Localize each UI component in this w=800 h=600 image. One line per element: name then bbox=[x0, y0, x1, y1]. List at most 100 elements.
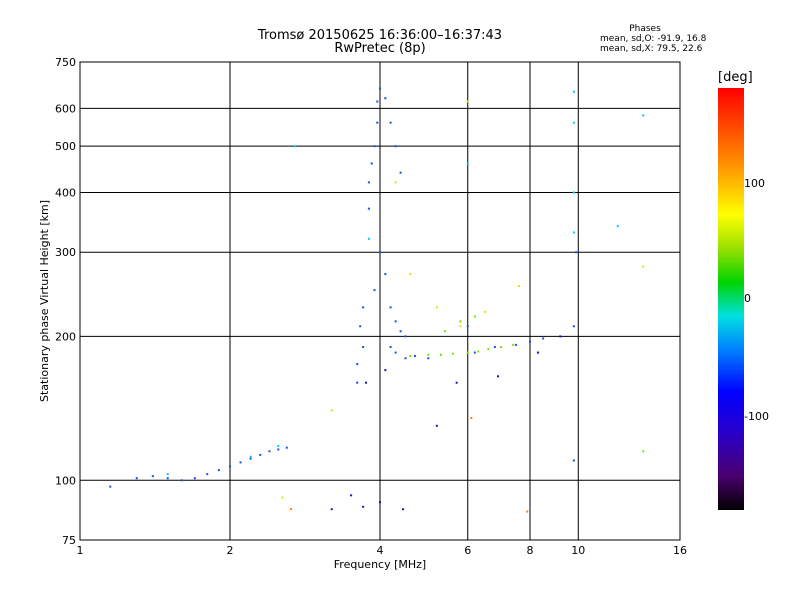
phase-stats-x: mean, sd,X: 79.5, 22.6 bbox=[600, 44, 703, 54]
data-point bbox=[180, 479, 183, 482]
data-point bbox=[389, 121, 392, 124]
data-point bbox=[373, 289, 376, 292]
data-point bbox=[206, 473, 209, 476]
data-point bbox=[402, 508, 405, 511]
data-point bbox=[409, 354, 412, 357]
data-point bbox=[350, 494, 353, 497]
x-tick-label: 16 bbox=[673, 544, 687, 557]
data-point bbox=[193, 477, 196, 480]
data-point bbox=[379, 87, 381, 90]
data-point bbox=[642, 114, 645, 117]
data-point bbox=[379, 251, 381, 254]
data-point bbox=[399, 330, 402, 333]
data-point bbox=[526, 510, 529, 513]
data-point bbox=[427, 357, 430, 360]
data-point bbox=[281, 496, 284, 499]
colorbar-unit: [deg] bbox=[718, 70, 753, 85]
y-tick-label: 100 bbox=[55, 474, 76, 487]
data-point bbox=[517, 284, 520, 287]
data-point bbox=[249, 457, 252, 460]
data-point bbox=[413, 354, 416, 357]
x-tick-label: 1 bbox=[77, 544, 84, 557]
data-point bbox=[404, 357, 407, 360]
data-point bbox=[484, 310, 487, 313]
data-point bbox=[404, 335, 407, 338]
data-point bbox=[166, 473, 169, 476]
data-points bbox=[109, 87, 645, 513]
data-point bbox=[427, 353, 430, 356]
data-point bbox=[394, 351, 397, 354]
data-point bbox=[367, 237, 370, 240]
data-point bbox=[259, 453, 262, 456]
data-point bbox=[536, 351, 539, 354]
data-point bbox=[293, 145, 296, 148]
data-point bbox=[575, 251, 578, 254]
plot-frame bbox=[79, 61, 681, 541]
y-tick-label: 600 bbox=[55, 102, 76, 115]
data-point bbox=[277, 448, 280, 451]
data-point bbox=[359, 325, 362, 328]
data-point bbox=[466, 351, 469, 354]
data-point bbox=[373, 145, 376, 148]
data-point bbox=[512, 343, 515, 346]
phase-stats-heading: Phases bbox=[629, 24, 661, 34]
x-tick-label: 4 bbox=[377, 544, 384, 557]
data-point bbox=[376, 121, 379, 124]
colorbar-tick-100: 100 bbox=[744, 177, 765, 190]
data-point bbox=[435, 424, 438, 427]
x-tick-label: 6 bbox=[464, 544, 471, 557]
data-point bbox=[330, 508, 333, 511]
data-point bbox=[409, 273, 412, 276]
data-point bbox=[389, 346, 392, 349]
x-tick-labels: 1 2 4 6 8 10 16 bbox=[77, 544, 688, 557]
data-point bbox=[473, 315, 476, 318]
data-point bbox=[370, 162, 373, 165]
x-axis-label: Frequency [MHz] bbox=[334, 558, 426, 571]
data-point bbox=[239, 461, 242, 464]
x-tick-label: 2 bbox=[227, 544, 234, 557]
y-tick-label: 75 bbox=[62, 534, 76, 547]
data-point bbox=[394, 145, 397, 148]
y-tick-label: 200 bbox=[55, 330, 76, 343]
y-axis-label: Stationary phase Virtual Height [km] bbox=[38, 200, 51, 402]
data-point bbox=[455, 381, 458, 384]
data-point bbox=[477, 350, 480, 353]
data-point bbox=[367, 207, 370, 210]
data-point bbox=[384, 273, 387, 276]
data-point bbox=[572, 90, 575, 93]
data-point bbox=[268, 450, 271, 453]
data-point bbox=[151, 475, 154, 478]
data-point bbox=[356, 363, 359, 366]
data-point bbox=[542, 337, 545, 340]
data-point bbox=[277, 444, 280, 447]
y-tick-label: 300 bbox=[55, 246, 76, 259]
chart-subtitle: RwPretec (8p) bbox=[334, 41, 426, 56]
data-point bbox=[399, 171, 402, 174]
data-point bbox=[459, 325, 462, 328]
data-point bbox=[500, 346, 503, 349]
data-point bbox=[362, 306, 365, 309]
data-point bbox=[572, 191, 575, 194]
data-point bbox=[229, 465, 231, 468]
y-tick-label: 500 bbox=[55, 140, 76, 153]
data-point bbox=[379, 501, 381, 504]
data-point bbox=[285, 446, 288, 449]
data-point bbox=[466, 162, 469, 165]
chart-title: Tromsø 20150625 16:36:00–16:37:43 bbox=[257, 28, 503, 43]
data-point bbox=[515, 343, 518, 346]
data-point bbox=[376, 100, 379, 103]
colorbar bbox=[718, 88, 744, 510]
data-point bbox=[384, 97, 387, 100]
data-point bbox=[362, 505, 365, 508]
y-tick-label: 750 bbox=[55, 56, 76, 69]
data-point bbox=[356, 381, 359, 384]
data-point bbox=[473, 351, 476, 354]
data-point bbox=[109, 485, 112, 488]
data-point bbox=[616, 225, 619, 228]
colorbar-tick-0: 0 bbox=[744, 292, 751, 305]
data-point bbox=[642, 265, 645, 268]
data-point bbox=[135, 477, 138, 480]
data-point bbox=[572, 325, 575, 328]
data-point bbox=[529, 340, 531, 343]
